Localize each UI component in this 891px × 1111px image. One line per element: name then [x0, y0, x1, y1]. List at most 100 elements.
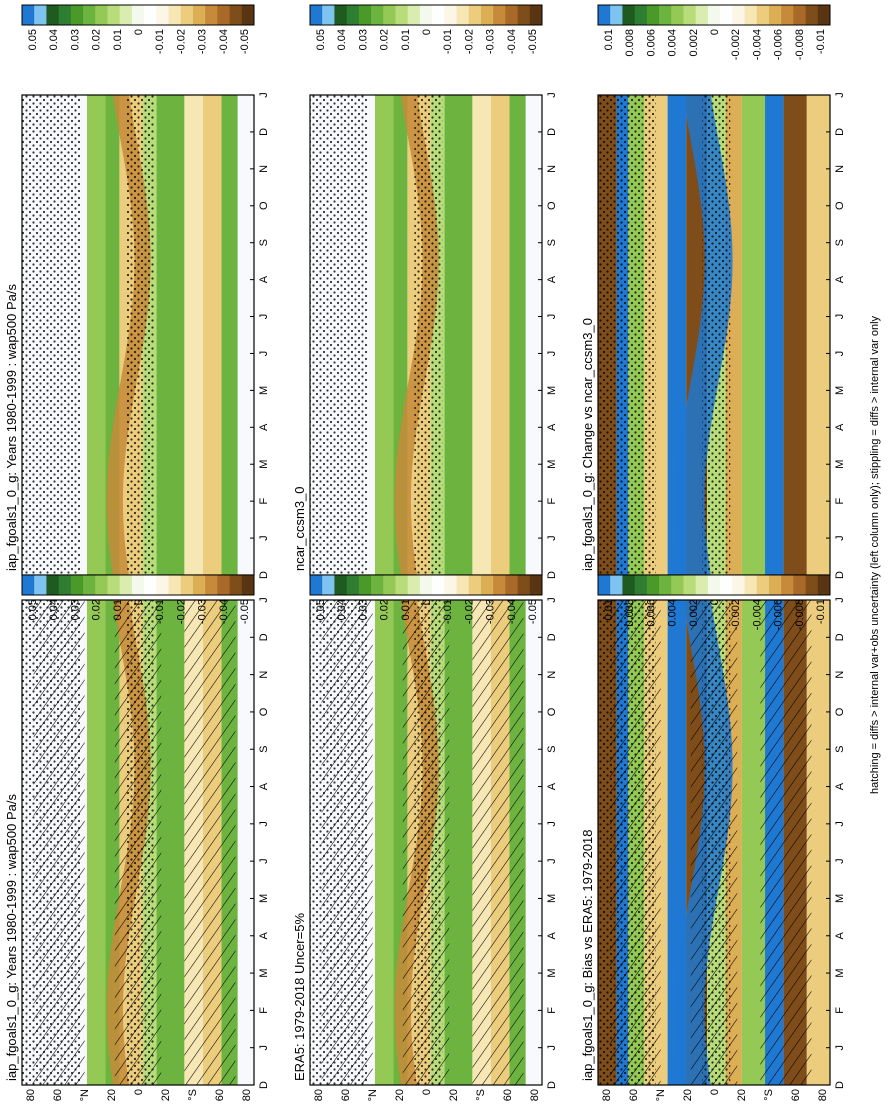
heatmap-band: [765, 95, 784, 575]
heatmap-band: [741, 600, 766, 1085]
colorbar-frame: [21, 574, 255, 596]
x-tick-label: A: [258, 931, 270, 939]
y-tick-label: 0: [421, 1089, 433, 1095]
colorbar-swatch: [817, 575, 831, 595]
colorbar-label: 0.04: [336, 599, 348, 620]
heatmap-band: [806, 600, 830, 1085]
colorbar-label: -0.03: [485, 599, 497, 624]
x-tick-label: M: [834, 460, 846, 469]
colorbar-swatch: [358, 5, 372, 25]
stippling: [598, 95, 656, 575]
colorbar-label: -0.004: [751, 599, 763, 630]
colorbar-swatch: [46, 5, 60, 25]
stippling: [310, 95, 368, 575]
x-tick-label: O: [258, 201, 270, 210]
x-tick-label: M: [834, 386, 846, 395]
heatmap-band: [783, 95, 807, 575]
heatmap-band: [741, 95, 766, 575]
colorbar-swatch: [22, 5, 35, 25]
colorbar-swatch: [468, 575, 482, 595]
colorbar-swatch: [529, 5, 543, 25]
x-tick-label: N: [834, 165, 846, 173]
colorbar-swatch: [58, 5, 72, 25]
colorbar-swatch: [70, 5, 84, 25]
colorbar-swatch: [805, 575, 819, 595]
colorbar-swatch: [707, 575, 721, 595]
y-tick-label: 20: [682, 1089, 694, 1101]
colorbar-label: -0.03: [197, 599, 209, 624]
colorbar-label: 0: [421, 29, 433, 35]
colorbar-label: 0.05: [315, 29, 327, 50]
colorbars-layer: 0.05 0.04 0.03 0.02 0.01 0 -0.01 -0.02 -0.03 -0.0…: [21, 4, 831, 630]
colorbar: 0.05 0.04 0.03 0.02 0.01 0 -0.01 -0.02 -0.03 -0.0…: [309, 574, 543, 624]
y-tick-label: 80: [529, 1089, 541, 1101]
colorbar-swatch: [659, 5, 672, 25]
x-tick-label: S: [546, 746, 558, 753]
colorbar-label: 0.01: [400, 599, 412, 620]
colorbar-swatch: [217, 575, 231, 595]
x-tick-label: D: [834, 1081, 846, 1089]
colorbar-swatch: [610, 575, 623, 595]
colorbar-label: 0.05: [27, 599, 39, 620]
colorbar-swatch: [310, 575, 323, 595]
colorbar-swatch: [805, 5, 819, 25]
x-tick-label: A: [258, 423, 270, 431]
colorbar-label: 0.03: [69, 29, 81, 50]
x-tick-label: J: [546, 535, 558, 541]
x-tick-label: F: [834, 1007, 846, 1014]
x-tick-label: O: [258, 707, 270, 716]
colorbar-label: -0.04: [218, 29, 230, 54]
colorbar-swatch: [793, 5, 807, 25]
x-tick-label: J: [546, 1045, 558, 1051]
colorbar-swatch: [180, 5, 194, 25]
panel-frame: [21, 599, 255, 1086]
colorbar-swatch: [744, 5, 758, 25]
colorbar-label: 0.008: [624, 29, 636, 57]
heatmap-band: [525, 600, 542, 1085]
colorbar-swatch: [756, 575, 770, 595]
x-tick-label: D: [258, 1081, 270, 1089]
colorbar-swatch: [180, 575, 194, 595]
colorbar-swatch: [720, 575, 733, 595]
colorbar-label: 0: [133, 29, 145, 35]
colorbar-swatch: [646, 575, 660, 595]
x-tick-label: F: [834, 498, 846, 505]
colorbar-swatch: [622, 575, 636, 595]
x-tick-label: D: [834, 633, 846, 641]
colorbar-label: -0.008: [794, 29, 806, 60]
colorbar-swatch: [346, 575, 360, 595]
y-tick-label: 60: [52, 1089, 64, 1101]
colorbar-label: -0.05: [239, 29, 251, 54]
y-tick-label: 80: [241, 1089, 253, 1101]
x-tick-label: S: [258, 239, 270, 246]
colorbar-swatch: [383, 5, 396, 25]
x-tick-label: S: [834, 746, 846, 753]
colorbar-swatch: [46, 575, 60, 595]
y-tick-label: 20: [394, 1089, 406, 1101]
colorbar-swatch: [793, 575, 807, 595]
colorbar-swatch: [241, 575, 255, 595]
x-tick-label: N: [258, 671, 270, 679]
colorbar-frame: [309, 574, 543, 596]
colorbar-swatch: [131, 575, 145, 595]
colorbar-label: -0.01: [442, 29, 454, 54]
x-tick-label: N: [546, 165, 558, 173]
x-tick-label: N: [258, 165, 270, 173]
x-tick-label: A: [546, 275, 558, 283]
y-tick-label: °N: [79, 1089, 91, 1101]
colorbar-label: 0.006: [645, 599, 657, 627]
colorbar-label: 0: [709, 599, 721, 605]
x-tick-label: D: [546, 128, 558, 136]
x-tick-label: J: [834, 821, 846, 827]
colorbar-swatch: [529, 575, 543, 595]
colorbar-swatch: [432, 5, 445, 25]
colorbar-swatch: [610, 5, 623, 25]
colorbar-swatch: [241, 5, 255, 25]
colorbar-label: -0.01: [154, 599, 166, 624]
panel-title: iap_fgoals1_0_g: Bias vs ERA5: 1979-2018: [580, 829, 595, 1081]
colorbar-swatch: [22, 575, 35, 595]
x-tick-label: D: [258, 571, 270, 579]
colorbar-swatch: [83, 5, 96, 25]
colorbar-label: 0: [421, 599, 433, 605]
